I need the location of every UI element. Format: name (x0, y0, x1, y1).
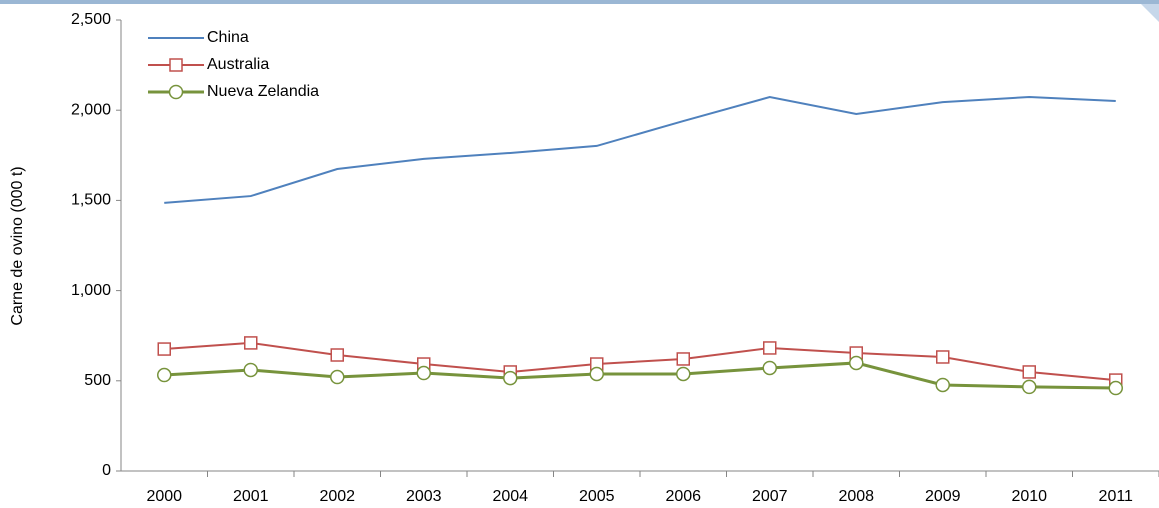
x-tick-label: 2002 (319, 488, 355, 505)
x-tick-label: 2011 (1099, 488, 1134, 505)
y-tick-label: 2,500 (71, 11, 111, 28)
marker (676, 352, 690, 366)
marker (589, 366, 604, 382)
y-tick-label: 1,500 (71, 192, 111, 209)
marker (1108, 380, 1123, 396)
y-tick-label: 2,000 (71, 101, 111, 118)
corner-deco (1141, 4, 1159, 22)
x-tick-label: 2008 (838, 488, 874, 505)
marker (330, 348, 344, 362)
marker (157, 367, 172, 383)
marker (244, 336, 258, 350)
legend-label: China (207, 29, 249, 46)
x-tick-label: 2007 (752, 488, 788, 505)
series-line (164, 361, 1116, 390)
marker (849, 355, 864, 371)
marker (1022, 365, 1036, 379)
marker (935, 377, 950, 393)
x-tick-label: 2004 (492, 488, 528, 505)
x-tick-label: 2010 (1011, 488, 1047, 505)
y-tick-label: 500 (84, 372, 111, 389)
marker (243, 362, 258, 378)
y-tick-label: 0 (102, 462, 111, 479)
legend-label: Australia (207, 56, 269, 73)
marker (157, 342, 171, 356)
x-tick-label: 2003 (406, 488, 442, 505)
x-tick-label: 2005 (579, 488, 615, 505)
x-tick-label: 2001 (233, 488, 269, 505)
marker (676, 366, 691, 382)
x-tick-label: 2009 (925, 488, 961, 505)
legend-label: Nueva Zelandia (207, 83, 319, 100)
x-tick-label: 2000 (146, 488, 182, 505)
series-line (164, 341, 1116, 382)
marker (503, 370, 518, 386)
marker (1022, 379, 1037, 395)
series-line (164, 96, 1116, 204)
marker (168, 84, 184, 100)
y-axis-title: Carne de ovino (000 t) (9, 166, 26, 325)
top-border (0, 0, 1159, 4)
marker (330, 369, 345, 385)
marker (763, 341, 777, 355)
marker (169, 58, 183, 72)
x-tick-label: 2006 (665, 488, 701, 505)
marker (936, 350, 950, 364)
marker (762, 360, 777, 376)
y-tick-label: 1,000 (71, 282, 111, 299)
marker (416, 365, 431, 381)
